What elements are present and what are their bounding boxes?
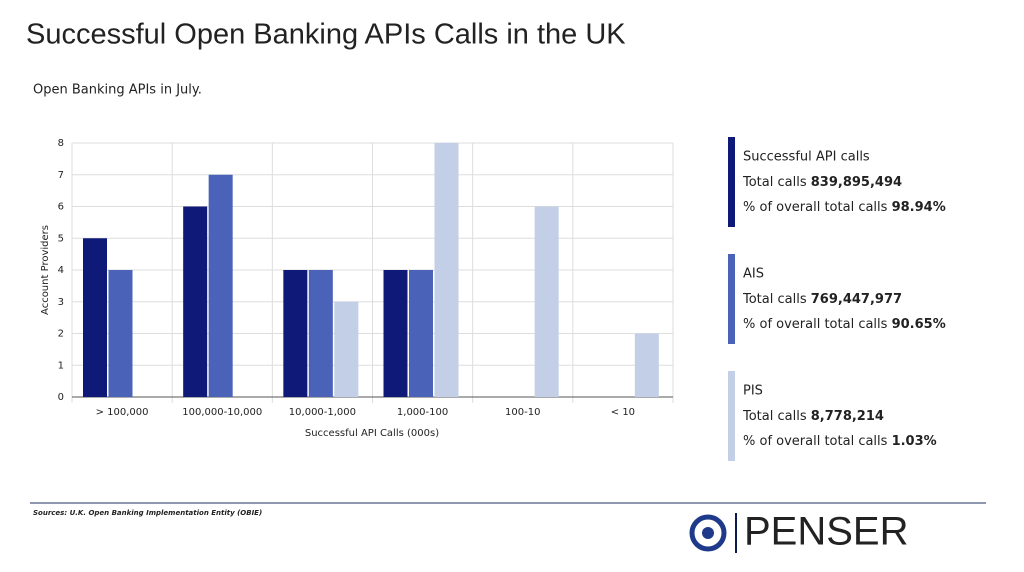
legend-total-value: 769,447,977 (811, 292, 902, 307)
y-axis-label: Account Providers (40, 225, 51, 315)
logo: PENSER (689, 510, 909, 554)
legend-total-value: 8,778,214 (811, 409, 884, 424)
bar (308, 270, 333, 397)
legend-total-label: Total calls (742, 292, 807, 307)
legend-share: % of overall total calls 1.03% (743, 434, 937, 449)
y-tick-label: 6 (58, 202, 64, 213)
y-tick-label: 1 (58, 360, 64, 371)
x-axis-label: Successful API Calls (000s) (305, 428, 439, 439)
legend-name: AIS (743, 267, 764, 282)
y-tick-label: 7 (58, 170, 64, 181)
y-tick-label: 8 (58, 138, 64, 149)
legend-swatch (728, 137, 735, 227)
legend-share-label: % of overall total calls (743, 317, 888, 332)
logo-ring (689, 514, 727, 552)
bar (409, 270, 433, 397)
legend-name: Successful API calls (743, 150, 870, 165)
legend-share-label: % of overall total calls (743, 200, 888, 215)
x-tick-label: 100-10 (505, 407, 540, 418)
legend-share: % of overall total calls 90.65% (743, 317, 946, 332)
logo-dot (702, 527, 714, 539)
legend-total-label: Total calls (742, 175, 807, 190)
y-tick-label: 4 (58, 265, 64, 276)
slide-title: Successful Open Banking APIs Calls in th… (26, 19, 626, 51)
y-tick-label: 3 (58, 297, 64, 308)
legend-swatch (728, 371, 735, 461)
legend-total: Total calls 839,895,494 (742, 175, 902, 190)
legend-share-value: 1.03% (892, 434, 937, 449)
bar (183, 206, 208, 397)
logo-text: PENSER (744, 510, 909, 554)
legend-share-value: 90.65% (892, 317, 946, 332)
x-tick-label: > 100,000 (96, 407, 149, 418)
y-tick-label: 2 (58, 329, 64, 340)
bar (434, 143, 459, 397)
legend-total: Total calls 769,447,977 (742, 292, 902, 307)
source: Sources: U.K. Open Banking Implementatio… (33, 509, 262, 517)
legend-total-label: Total calls (742, 409, 807, 424)
bar (283, 270, 308, 397)
legend-entry: PIS Total calls 8,778,214 % of overall tot… (728, 371, 937, 461)
bar (334, 301, 359, 397)
bar (634, 333, 659, 397)
legend-name: PIS (743, 384, 763, 399)
x-tick-label: 1,000-100 (397, 407, 448, 418)
legend-entry: AIS Total calls 769,447,977 % of overall t… (728, 254, 946, 344)
y-tick-label: 0 (58, 392, 64, 403)
bar (383, 270, 408, 397)
x-tick-label: 100,000-10,000 (182, 407, 262, 418)
legend-total-value: 839,895,494 (811, 175, 902, 190)
legend-swatch (728, 254, 735, 344)
legend-total: Total calls 8,778,214 (742, 409, 884, 424)
legend-share-label: % of overall total calls (743, 434, 888, 449)
bar (534, 206, 559, 397)
y-tick-label: 5 (58, 233, 64, 244)
chart-title: Open Banking APIs in July. (33, 83, 202, 98)
bar (108, 270, 133, 397)
x-tick-label: 10,000-1,000 (289, 407, 356, 418)
legend-share: % of overall total calls 98.94% (743, 200, 946, 215)
bar (83, 238, 107, 397)
x-tick-label: < 10 (611, 407, 635, 418)
legend-entry: Successful API calls Total calls 839,895,… (728, 137, 946, 227)
bar (208, 174, 233, 397)
legend-share-value: 98.94% (892, 200, 946, 215)
